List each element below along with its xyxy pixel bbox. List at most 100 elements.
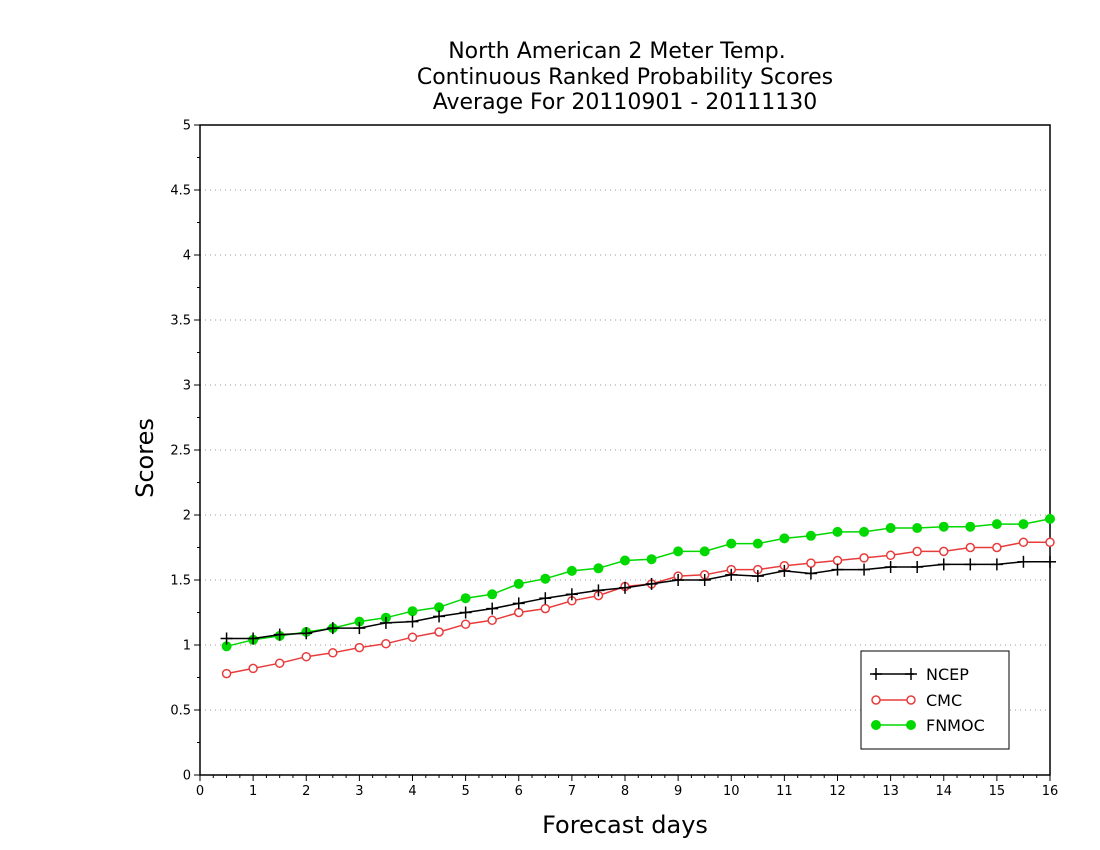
fnmoc-point: [752, 538, 763, 549]
cmc-point: [354, 642, 365, 653]
title-line-1: North American 2 Meter Temp.: [448, 39, 786, 64]
ncep-point: [247, 632, 260, 645]
fnmoc-point: [779, 533, 790, 544]
title-line-2: Continuous Ranked Probability Scores: [417, 65, 833, 90]
ncep-point: [645, 577, 658, 590]
legend-label: FNMOC: [926, 716, 985, 735]
cmc-point: [407, 632, 418, 642]
cmc-point: [514, 607, 524, 618]
fnmoc-point: [673, 546, 684, 557]
ncep-point: [964, 558, 977, 571]
ncep-point: [990, 558, 1003, 571]
y-tick-label: 4: [183, 249, 191, 264]
ncep-point: [406, 615, 419, 628]
fnmoc-point: [566, 565, 577, 576]
fnmoc-point: [805, 530, 816, 541]
cmc-point: [434, 627, 444, 637]
legend-marker: [906, 695, 916, 705]
cmc-point: [248, 663, 258, 674]
ncep-point: [937, 558, 950, 571]
fnmoc-point: [885, 523, 896, 533]
cmc-point: [859, 553, 869, 563]
cmc-point: [301, 651, 311, 662]
fnmoc-point: [1045, 513, 1055, 524]
x-tick-label: 2: [302, 784, 310, 799]
x-tick-label: 13: [882, 784, 899, 799]
chart-title: North American 2 Meter Temp. Continuous …: [417, 39, 833, 115]
cmc-point: [992, 542, 1002, 553]
legend-marker: [905, 668, 917, 680]
y-tick-label: 3: [183, 379, 191, 394]
plot-frame: [199, 124, 1051, 776]
x-tick-label: 4: [408, 784, 416, 799]
ncep-point: [592, 584, 605, 597]
cmc-point: [885, 550, 896, 561]
ncep-point: [433, 610, 446, 623]
cmc-point: [221, 668, 232, 679]
cmc-point: [912, 546, 922, 557]
x-tick-label: 3: [355, 784, 363, 799]
fnmoc-point: [407, 606, 418, 617]
cmc-point: [1045, 537, 1055, 548]
fnmoc-point: [646, 554, 657, 565]
ncep-point: [698, 574, 711, 586]
x-tick-label: 0: [196, 784, 204, 799]
legend-marker: [870, 668, 882, 680]
ncep-point: [379, 616, 392, 629]
x-tick-label: 15: [989, 784, 1006, 799]
y-tick-label: 1.5: [170, 574, 191, 589]
ncep-point: [672, 574, 685, 586]
legend-label: CMC: [926, 691, 962, 710]
ncep-point: [220, 632, 233, 645]
legend-item-fnmoc: FNMOC: [871, 716, 985, 735]
cmc-point: [1018, 537, 1029, 548]
ncep-point: [539, 592, 552, 605]
ncep-point: [459, 606, 472, 619]
legend-label: NCEP: [926, 665, 969, 684]
ncep-point: [512, 597, 525, 610]
legend-marker: [871, 695, 881, 705]
cmc-point: [487, 615, 497, 626]
y-tick-label: 3.5: [170, 314, 191, 329]
cmc-point: [460, 619, 471, 629]
x-tick-label: 7: [568, 784, 576, 799]
fnmoc-point: [620, 555, 630, 566]
x-axis-title: Forecast days: [542, 811, 708, 839]
fnmoc-point: [540, 573, 551, 584]
ncep-point: [911, 561, 924, 573]
ncep-point: [884, 561, 897, 573]
x-tick-label: 9: [674, 784, 682, 799]
ncep-point: [778, 564, 791, 577]
fnmoc-point: [859, 526, 870, 537]
cmc-point: [381, 638, 391, 649]
fnmoc-point: [699, 546, 710, 557]
y-tick-label: 0: [183, 769, 191, 784]
fnmoc-point: [965, 521, 976, 532]
fnmoc-point: [726, 538, 737, 549]
series-ncep: [220, 555, 1056, 645]
legend-marker: [871, 720, 881, 730]
ncep-point: [486, 602, 499, 615]
fnmoc-point: [460, 593, 471, 604]
series-fnmoc: [221, 513, 1055, 652]
legend: NCEP CMC FNMOC: [860, 650, 1010, 750]
fnmoc-point: [487, 589, 498, 600]
legend-item-ncep: NCEP: [870, 665, 969, 684]
y-axis-title: Scores: [131, 418, 159, 498]
fnmoc-point: [593, 563, 604, 574]
title-line-3: Average For 20110901 - 20111130: [433, 90, 818, 115]
fnmoc-point: [912, 523, 923, 533]
fnmoc-point: [832, 526, 843, 537]
x-tick-label: 10: [723, 784, 740, 799]
cmc-point: [540, 603, 551, 614]
ncep-point: [326, 622, 339, 635]
cmc-point: [832, 555, 843, 566]
ncep-point: [565, 588, 578, 601]
x-tick-label: 5: [461, 784, 469, 799]
y-tick-label: 2.5: [170, 444, 191, 459]
ncep-point: [1017, 555, 1030, 568]
fnmoc-point: [938, 521, 949, 532]
ncep-point: [300, 627, 313, 640]
x-tick-label: 6: [515, 784, 523, 799]
ncep-point: [751, 570, 764, 583]
